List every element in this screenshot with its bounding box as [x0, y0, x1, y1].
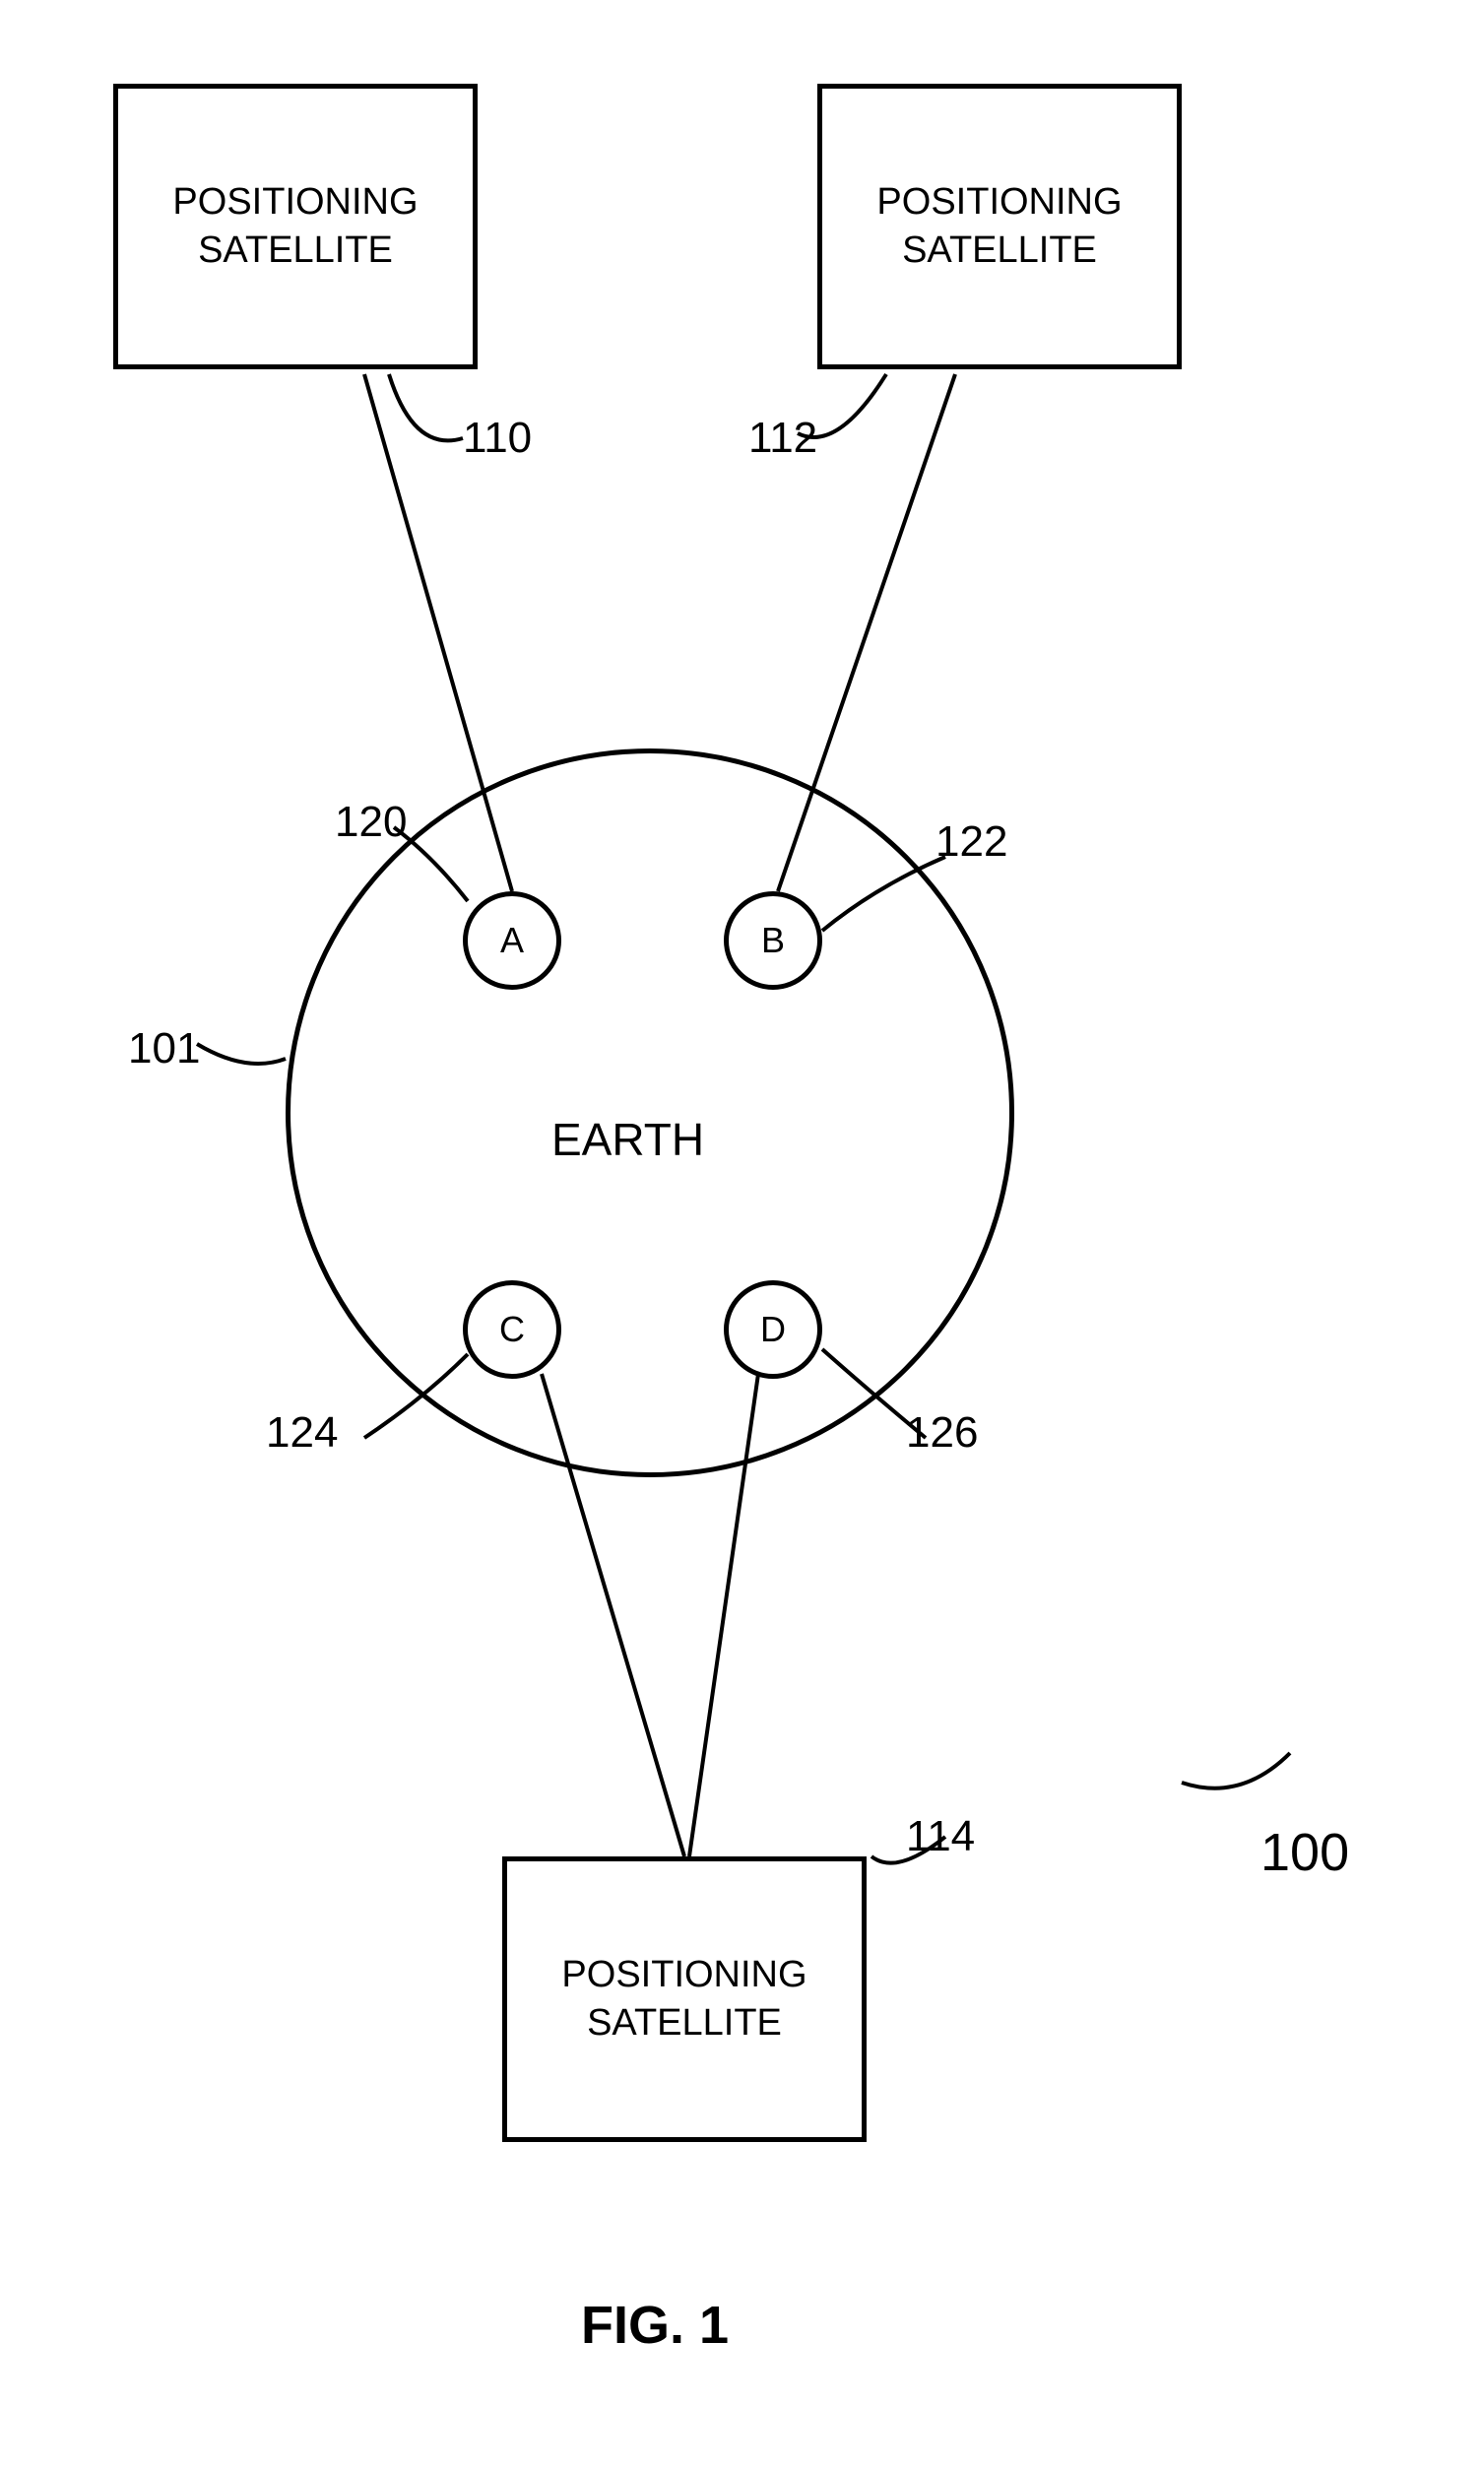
node-label: B: [761, 920, 785, 961]
diagram-container: POSITIONINGSATELLITE POSITIONINGSATELLIT…: [0, 0, 1484, 2470]
leader-100: [1182, 1753, 1290, 1788]
ref-120: 120: [335, 798, 407, 847]
ref-114: 114: [906, 1812, 975, 1861]
node-label: D: [760, 1309, 786, 1350]
node-label: C: [499, 1309, 525, 1350]
node-a: A: [463, 891, 561, 990]
ref-126: 126: [906, 1408, 978, 1458]
ref-124: 124: [266, 1408, 338, 1458]
leader-110: [389, 374, 463, 440]
node-d: D: [724, 1280, 822, 1379]
figure-label: FIG. 1: [581, 2295, 729, 2356]
satellite-label: POSITIONINGSATELLITE: [172, 178, 418, 276]
node-label: A: [500, 920, 524, 961]
ref-112: 112: [748, 414, 817, 463]
ref-100: 100: [1260, 1822, 1349, 1883]
ref-101: 101: [128, 1024, 200, 1073]
node-c: C: [463, 1280, 561, 1379]
leader-101: [197, 1044, 286, 1064]
node-b: B: [724, 891, 822, 990]
satellite-label: POSITIONINGSATELLITE: [561, 1951, 807, 2048]
ref-110: 110: [463, 414, 532, 463]
satellite-box-114: POSITIONINGSATELLITE: [502, 1856, 867, 2142]
satellite-box-112: POSITIONINGSATELLITE: [817, 84, 1182, 369]
ref-122: 122: [936, 817, 1007, 867]
satellite-label: POSITIONINGSATELLITE: [876, 178, 1122, 276]
earth-label: EARTH: [551, 1113, 704, 1166]
satellite-box-110: POSITIONINGSATELLITE: [113, 84, 478, 369]
